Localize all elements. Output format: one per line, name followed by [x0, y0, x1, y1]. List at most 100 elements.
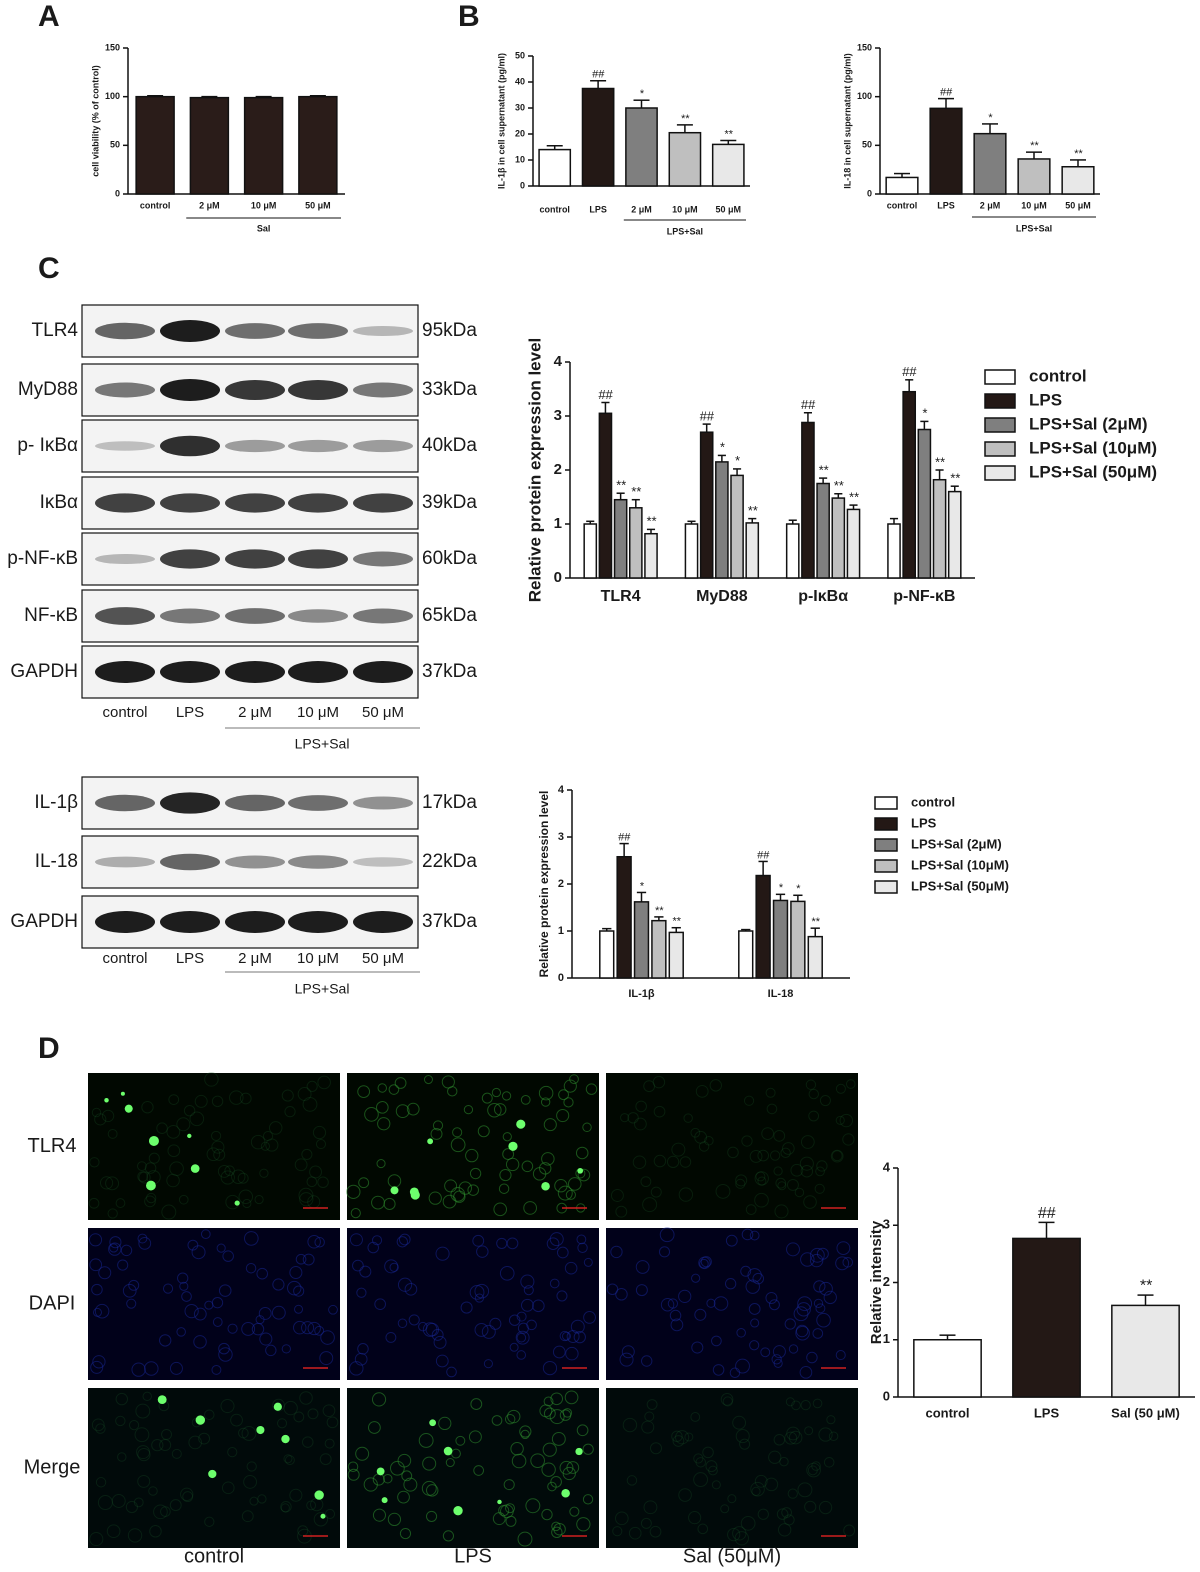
cell: [458, 1181, 472, 1195]
cell: [445, 1458, 455, 1468]
cell: [621, 1345, 635, 1359]
cell: [549, 1278, 560, 1289]
cell: [243, 1231, 259, 1246]
bright-cell: [381, 1497, 388, 1504]
blot-band: [353, 911, 413, 933]
cell: [109, 1236, 122, 1249]
cell: [144, 1195, 156, 1208]
legend-swatch: [874, 838, 898, 852]
lane-label: 50 μM: [362, 704, 404, 721]
significance: *: [988, 112, 993, 124]
cell: [176, 1117, 191, 1132]
significance: *: [735, 453, 741, 468]
cell: [99, 1176, 114, 1190]
cell: [465, 1148, 479, 1163]
cell: [135, 1403, 151, 1419]
x-tick-label: 50 μM: [716, 204, 742, 214]
blot-band: [95, 382, 155, 398]
blot-band: [288, 493, 348, 513]
cell: [757, 1149, 770, 1162]
x-tick-label: p-NF-κB: [893, 588, 955, 605]
bright-cell: [234, 1200, 240, 1206]
bar: [243, 96, 284, 195]
cell: [161, 1428, 173, 1440]
cell: [784, 1318, 796, 1330]
cell: [389, 1262, 399, 1272]
cell: [397, 1453, 412, 1468]
blot-band: [160, 853, 220, 871]
bar: [730, 474, 744, 579]
cell: [619, 1352, 634, 1367]
weight-label: 37kDa: [422, 911, 477, 932]
legend-label: control: [1029, 366, 1087, 385]
cell: [302, 1436, 314, 1448]
blot-band: [288, 549, 348, 569]
cell: [788, 1344, 799, 1354]
cell: [243, 1474, 258, 1489]
cell: [200, 1229, 211, 1240]
cell: [90, 1360, 104, 1374]
significance: *: [796, 883, 801, 895]
cell: [403, 1477, 418, 1492]
cell: [442, 1530, 455, 1542]
cell: [711, 1335, 722, 1347]
cell: [487, 1103, 502, 1118]
cell: [816, 1312, 831, 1328]
cell: [88, 1233, 103, 1247]
cell: [752, 1272, 765, 1285]
cell: [239, 1092, 252, 1105]
cell: [812, 1328, 824, 1339]
cell: [470, 1398, 483, 1410]
blot-band: [160, 661, 220, 683]
cell: [559, 1330, 570, 1342]
cell: [790, 1163, 804, 1177]
cell: [117, 1452, 127, 1462]
y-tick-label: 20: [515, 128, 525, 138]
cell: [702, 1446, 714, 1459]
y-tick-label: 100: [857, 91, 872, 101]
cell: [95, 1477, 107, 1488]
blot-band: [225, 911, 285, 933]
cell: [541, 1508, 553, 1521]
cell: [438, 1416, 452, 1431]
cell: [469, 1285, 485, 1300]
cell: [148, 1152, 160, 1164]
cell: [227, 1447, 238, 1458]
cell: [713, 1296, 729, 1311]
cell: [142, 1391, 152, 1402]
blot-band: [95, 856, 155, 868]
cell: [293, 1320, 307, 1335]
bright-cell: [124, 1104, 133, 1113]
significance: ##: [902, 364, 917, 379]
cell: [149, 1524, 162, 1538]
cell: [754, 1192, 769, 1208]
significance: **: [1030, 140, 1039, 152]
blot-frame: [81, 835, 419, 889]
cell: [556, 1246, 569, 1259]
cell: [455, 1435, 466, 1446]
significance: **: [811, 916, 820, 928]
cell: [819, 1095, 831, 1107]
protein-label: IL-1β: [34, 792, 78, 813]
cell: [794, 1187, 805, 1198]
cell: [757, 1176, 767, 1186]
bar: [598, 412, 613, 579]
cell: [583, 1257, 593, 1267]
cell: [115, 1392, 128, 1406]
cell: [564, 1390, 579, 1405]
cell: [166, 1173, 180, 1188]
cell: [783, 1514, 795, 1526]
cell: [736, 1328, 746, 1338]
cell: [314, 1237, 325, 1248]
bar: [538, 148, 572, 187]
significance: **: [616, 478, 627, 493]
cell: [615, 1288, 628, 1301]
protein-label: GAPDH: [10, 661, 78, 682]
weight-label: 65kDa: [422, 605, 477, 626]
cell: [679, 1156, 692, 1168]
cell: [813, 1280, 826, 1293]
blot-band: [95, 661, 155, 683]
cell: [550, 1476, 562, 1488]
cell: [576, 1424, 589, 1437]
cell: [543, 1407, 556, 1420]
